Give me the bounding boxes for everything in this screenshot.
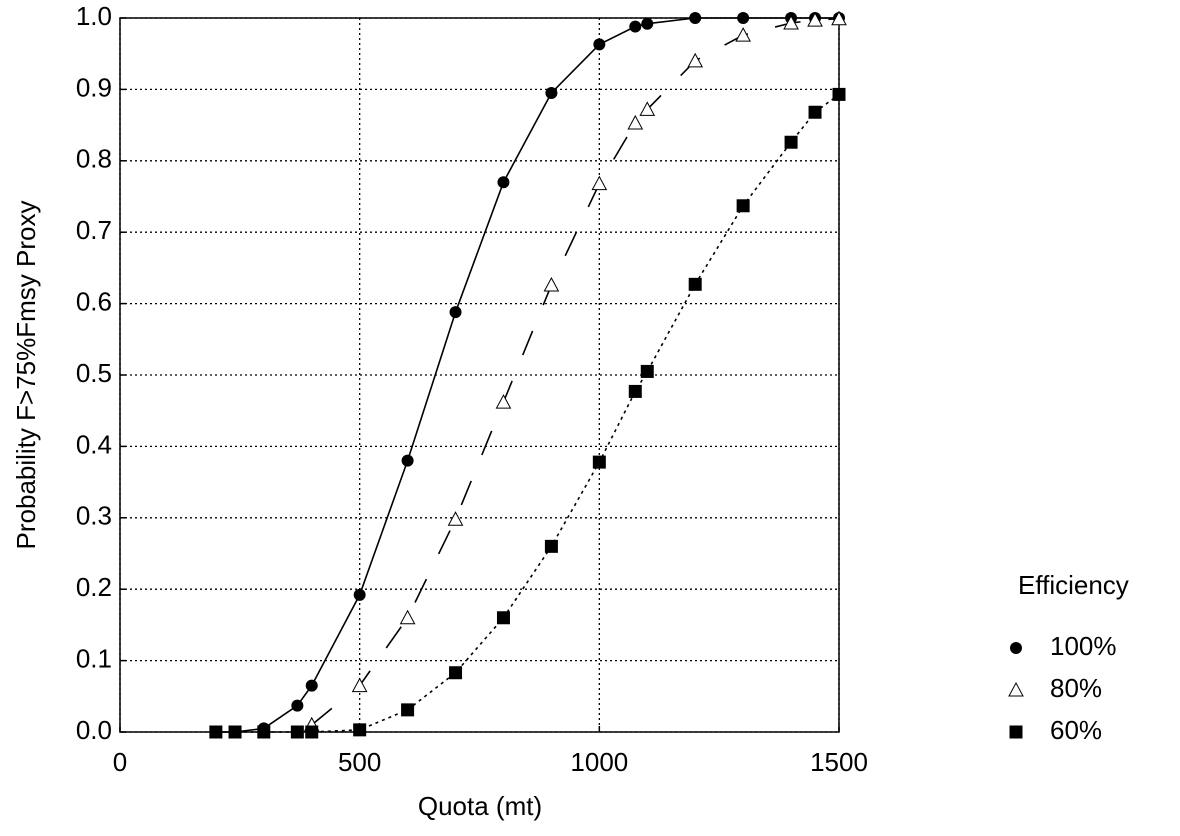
y-tick-label: 1.0 [76,1,112,31]
data-point [735,27,751,42]
data-point [305,679,318,692]
data-point [783,14,799,30]
data-point [627,114,644,130]
y-tick-label: 0.5 [76,358,112,388]
y-tick-label: 0.9 [76,72,112,102]
data-point [305,725,319,739]
series-line [311,17,840,726]
data-point [351,677,368,693]
legend-title: Efficiency [1018,570,1129,600]
data-point [832,87,846,101]
y-tick-label: 0.1 [76,643,112,673]
legend-label: 80% [1050,673,1102,703]
y-tick-label: 0.4 [76,429,112,459]
data-point [629,20,642,33]
data-point [290,725,304,739]
data-point [353,588,366,601]
data-point [449,666,463,680]
data-point [545,86,558,99]
data-point [640,364,654,378]
data-point [831,10,847,26]
data-point [496,611,510,625]
data-point [209,725,223,739]
y-tick-label: 0.8 [76,144,112,174]
legend-marker [1008,681,1024,697]
y-tick-label: 0.7 [76,215,112,245]
y-tick-label: 0.0 [76,715,112,745]
x-tick-label: 1500 [810,747,868,777]
data-point [808,105,822,119]
legend-label: 100% [1050,631,1117,661]
y-tick-label: 0.6 [76,286,112,316]
data-point [593,38,606,51]
data-point [449,306,462,319]
data-point [495,394,512,409]
data-point [228,725,242,739]
data-point [689,12,702,24]
series-line [215,93,840,733]
data-point [399,609,416,625]
data-point [447,511,464,526]
data-point [591,175,608,191]
data-point [641,17,654,30]
x-tick-label: 1000 [570,747,628,777]
data-point [807,12,823,27]
data-point [497,176,510,189]
y-axis-title: Probability F>75%Fmsy Proxy [11,201,41,550]
data-point [401,454,414,467]
data-point [736,199,750,213]
legend-marker [1009,725,1023,739]
data-point [639,101,656,116]
data-point [291,699,304,712]
data-point [628,384,642,398]
legend-marker [1010,642,1022,654]
data-point [737,12,750,24]
data-point [401,703,415,717]
data-point [687,52,704,68]
data-point [543,276,560,292]
data-point [353,723,367,737]
x-tick-label: 0 [113,747,127,777]
data-point [257,725,271,739]
data-point [784,135,798,149]
legend-label: 60% [1050,715,1102,745]
data-point [592,455,606,469]
plot-frame [119,17,840,733]
x-tick-label: 500 [338,747,381,777]
data-point [544,539,558,553]
series-line [215,17,839,733]
y-tick-label: 0.2 [76,572,112,602]
data-point [688,277,702,291]
y-tick-label: 0.3 [76,501,112,531]
x-axis-title: Quota (mt) [418,791,542,821]
